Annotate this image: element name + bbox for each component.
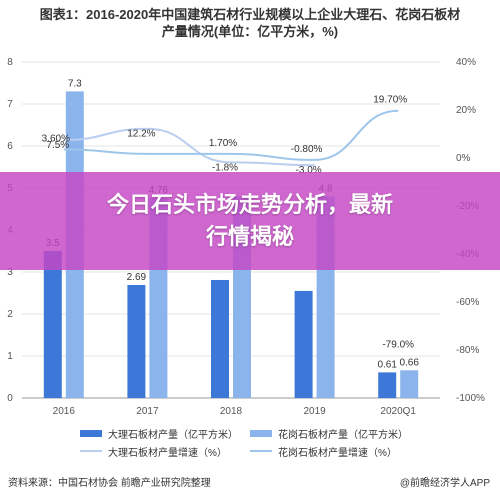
granite-output-bar-label: 7.3	[68, 78, 82, 89]
marble-output-bar	[43, 251, 62, 398]
left-axis-tick-label: 2	[7, 309, 13, 320]
granite-output-bar-label: 0.66	[399, 357, 419, 368]
legend-swatch-granite-growth	[250, 450, 272, 452]
x-axis-tick-label: 2018	[220, 406, 243, 417]
right-axis-tick-label: -80%	[456, 345, 479, 356]
marble-output-bar	[211, 279, 229, 398]
granite-growth-point-label: 1.70%	[209, 138, 237, 149]
granite-growth-point-label: 19.70%	[373, 95, 407, 106]
headline-line1: 今日石头市场走势分析，最新	[106, 192, 393, 217]
left-axis-tick-label: 6	[7, 141, 13, 152]
legend-swatch-granite-output	[250, 429, 272, 437]
marble-growth-point-label: -1.8%	[212, 162, 238, 173]
x-axis-tick-label: 2017	[136, 406, 159, 417]
legend-label-granite-growth: 花岗石板材产量增速（%）	[278, 447, 397, 459]
right-axis-tick-label: -100%	[456, 393, 485, 404]
marble-output-bar	[378, 372, 397, 398]
marble-output-bar-label: 2.69	[127, 272, 147, 283]
right-axis-tick-label: 20%	[456, 105, 476, 116]
marble-growth-point-label: 7.5%	[46, 140, 69, 151]
granite-output-bar	[400, 370, 419, 398]
legend-item-granite-growth: 花岗石板材产量增速（%）	[250, 444, 420, 459]
brand-watermark: @前瞻经济学人APP	[399, 478, 490, 489]
granite-growth-point-label: -0.80%	[291, 144, 323, 155]
left-axis-tick-label: 8	[7, 57, 13, 68]
marble-output-bar-label: 0.61	[377, 359, 397, 370]
x-axis-tick-label: 2020Q1	[380, 406, 416, 417]
right-axis-tick-label: 40%	[456, 57, 476, 68]
legend-item-marble-growth: 大理石板材产量增速（%）	[80, 444, 250, 459]
legend-label-marble-growth: 大理石板材产量增速（%）	[108, 447, 227, 459]
headline-line2: 行情揭秘	[205, 224, 294, 249]
marble-growth-point-label: 12.2%	[127, 129, 155, 140]
legend-label-marble-output: 大理石板材产量（亿平方米）	[108, 429, 238, 441]
annotation-label: -79.0%	[382, 340, 414, 351]
legend-label-granite-output: 花岗石板材产量（亿平方米）	[278, 429, 408, 441]
marble-output-bar	[294, 290, 313, 398]
marble-growth-line	[63, 127, 315, 167]
headline-banner: 今日石头市场走势分析，最新 行情揭秘	[0, 172, 500, 270]
x-axis-tick-label: 2016	[53, 406, 76, 417]
granite-growth-point-label: 3.60%	[42, 133, 70, 144]
chart-legend: 大理石板材产量（亿平方米） 花岗石板材产量（亿平方米） 大理石板材产量增速（%）…	[80, 424, 420, 460]
marble-growth-point-label: -3.0%	[296, 165, 322, 176]
legend-swatch-marble-growth	[80, 450, 102, 452]
chart-title: 图表1：2016-2020年中国建筑石材行业规模以上企业大理石、花岗石板材 产量…	[0, 6, 500, 40]
right-axis-tick-label: 0%	[456, 153, 471, 164]
x-axis-tick-label: 2019	[303, 406, 326, 417]
left-axis-tick-label: 7	[7, 99, 13, 110]
granite-growth-line	[63, 109, 399, 161]
right-axis-tick-label: -60%	[456, 297, 479, 308]
chart-title-line2: 产量情况(单位：亿平方米，%)	[161, 24, 339, 39]
legend-swatch-marble-output	[80, 429, 102, 437]
legend-item-marble-output: 大理石板材产量（亿平方米）	[80, 426, 250, 441]
chart-title-line1: 图表1：2016-2020年中国建筑石材行业规模以上企业大理石、花岗石板材	[39, 7, 461, 22]
left-axis-tick-label: 1	[7, 351, 13, 362]
source-note: 资料来源：中国石材协会 前瞻产业研究院整理	[8, 478, 211, 489]
left-axis-tick-label: 0	[7, 393, 13, 404]
legend-item-granite-output: 花岗石板材产量（亿平方米）	[250, 426, 420, 441]
left-axis-tick-label: 3	[7, 267, 13, 278]
marble-output-bar	[127, 285, 146, 398]
